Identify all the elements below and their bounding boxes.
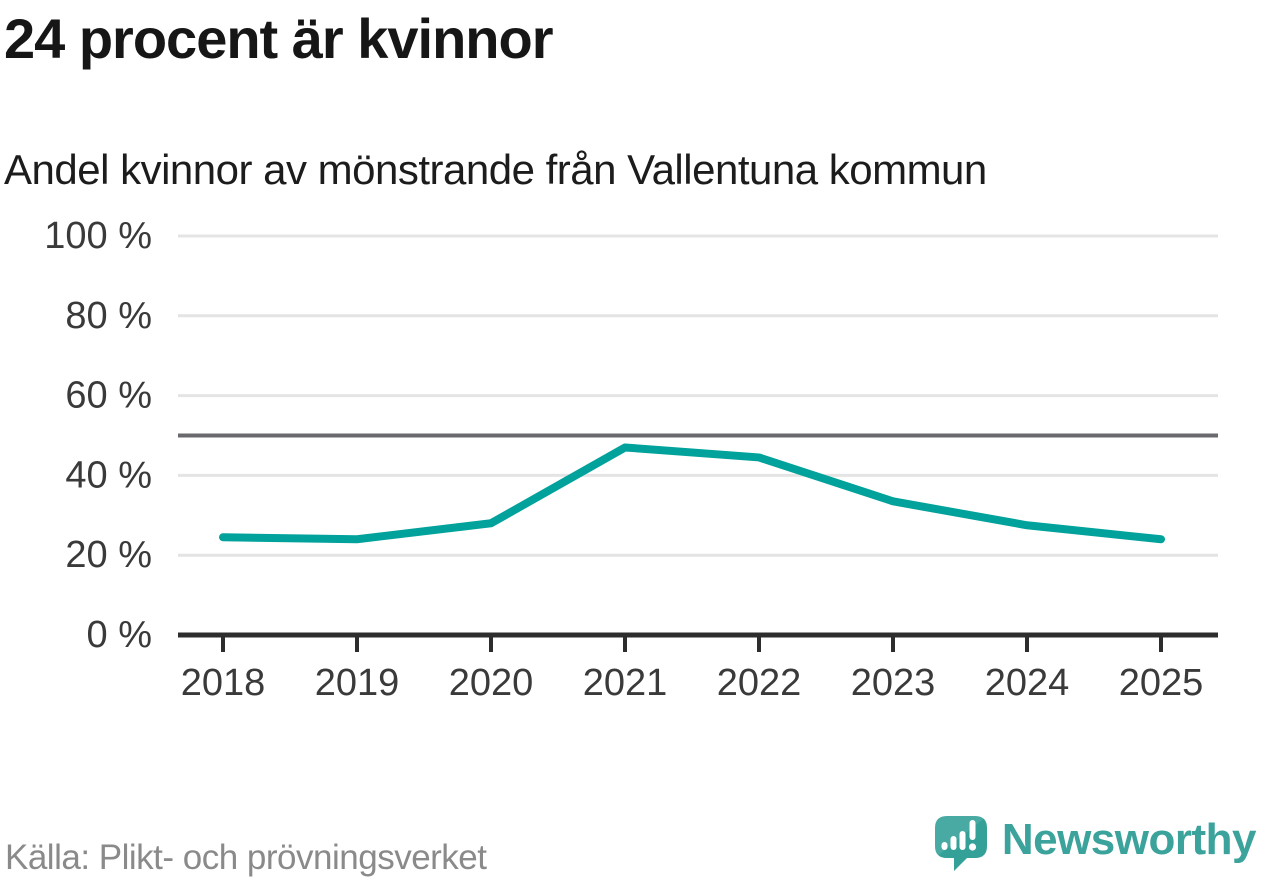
line-chart: 0 % 20 % 40 % 60 % 80 % 100 % 2018 2019 2020 2021… bbox=[44, 215, 1218, 704]
x-axis-label: 2018 bbox=[181, 662, 266, 704]
x-axis-label: 2024 bbox=[985, 662, 1070, 704]
y-axis-label: 60 % bbox=[65, 375, 152, 417]
y-axis-label: 20 % bbox=[65, 534, 152, 576]
x-axis-label: 2021 bbox=[583, 662, 668, 704]
x-axis-label: 2022 bbox=[717, 662, 802, 704]
newsworthy-logo-icon bbox=[934, 816, 987, 871]
newsworthy-logo-text: Newsworthy bbox=[1001, 815, 1257, 864]
bar-chart-icon bbox=[941, 820, 976, 851]
newsworthy-logo: Newsworthy bbox=[933, 812, 1257, 874]
x-axis-label: 2025 bbox=[1119, 662, 1204, 704]
y-axis-label: 100 % bbox=[44, 215, 152, 257]
y-axis-label: 0 % bbox=[87, 614, 152, 656]
y-axis-label: 40 % bbox=[65, 454, 152, 496]
x-axis-label: 2023 bbox=[851, 662, 936, 704]
x-axis-label: 2019 bbox=[315, 662, 400, 704]
x-axis-label: 2020 bbox=[449, 662, 534, 704]
chart-subtitle: Andel kvinnor av mönstrande från Vallent… bbox=[4, 146, 987, 193]
data-line bbox=[219, 443, 1165, 544]
chart-title: 24 procent är kvinnor bbox=[4, 7, 554, 70]
source-label: Källa: Plikt- och prövningsverket bbox=[5, 838, 487, 877]
y-axis-label: 80 % bbox=[65, 295, 152, 337]
